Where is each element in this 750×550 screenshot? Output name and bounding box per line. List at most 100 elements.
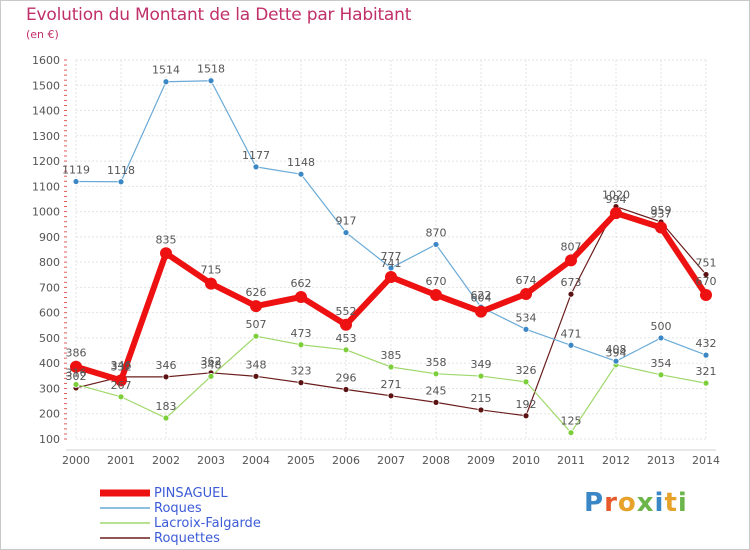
data-label: 1514 — [152, 64, 180, 77]
data-point — [252, 163, 260, 171]
data-point — [655, 221, 667, 234]
y-tick-label: 200 — [39, 408, 60, 421]
data-point — [522, 378, 530, 386]
data-point — [297, 379, 305, 387]
data-label: 323 — [291, 365, 312, 378]
data-point — [612, 357, 620, 365]
y-tick-label: 700 — [39, 281, 60, 294]
data-label: 348 — [201, 358, 222, 371]
data-label: 432 — [696, 337, 717, 350]
y-tick-label: 1600 — [32, 54, 60, 67]
data-point — [342, 229, 350, 236]
legend-label: Lacroix-Falgarde — [154, 516, 261, 531]
data-point — [297, 341, 305, 349]
data-label: 917 — [336, 215, 357, 228]
data-point — [115, 374, 127, 387]
data-point — [205, 277, 217, 290]
legend-label: Roquettes — [154, 531, 220, 546]
legend-label: PINSAGUEL — [154, 486, 228, 501]
proxiti-logo: Proxiti — [584, 488, 688, 518]
x-tick-label: 2000 — [62, 454, 90, 467]
x-tick-label: 2005 — [287, 454, 315, 467]
y-tick-label: 1400 — [32, 105, 60, 118]
data-label: 1148 — [287, 156, 315, 169]
data-label: 715 — [201, 264, 222, 277]
x-tick-label: 2014 — [692, 454, 720, 467]
data-label: 1020 — [602, 189, 630, 202]
data-point — [522, 412, 530, 420]
data-point — [387, 363, 395, 371]
data-label: 835 — [156, 233, 177, 246]
axis-layer: 1002003004005006007008009001000110012001… — [32, 54, 720, 467]
data-label: 626 — [246, 286, 267, 299]
data-label: 326 — [516, 364, 537, 377]
data-label: 348 — [246, 358, 267, 371]
data-label: 1119 — [62, 164, 90, 177]
x-tick-label: 2006 — [332, 454, 360, 467]
data-label: 394 — [606, 347, 627, 360]
x-tick-label: 2011 — [557, 454, 585, 467]
data-label: 332 — [111, 360, 132, 373]
data-point — [610, 207, 622, 220]
x-tick-label: 2012 — [602, 454, 630, 467]
data-point — [207, 77, 215, 85]
data-point — [702, 379, 710, 387]
data-label: 673 — [561, 276, 582, 289]
data-label: 751 — [696, 257, 717, 270]
y-tick-label: 900 — [39, 231, 60, 244]
x-tick-label: 2008 — [422, 454, 450, 467]
data-label: 349 — [471, 358, 492, 371]
data-label: 741 — [381, 257, 402, 270]
data-label: 622 — [471, 289, 492, 302]
data-label: 807 — [561, 240, 582, 253]
y-tick-label: 1300 — [32, 130, 60, 143]
logo-letter: t — [664, 488, 678, 518]
y-tick-label: 400 — [39, 357, 60, 370]
data-point — [702, 351, 710, 359]
data-label: 386 — [66, 347, 87, 360]
data-label: 674 — [516, 274, 537, 287]
data-label: 604 — [471, 292, 492, 305]
data-point — [297, 170, 305, 178]
data-point — [72, 178, 80, 185]
data-point — [207, 372, 215, 380]
series-pinsaguel — [70, 207, 712, 387]
data-point — [160, 247, 172, 260]
logo-letter: i — [677, 488, 688, 518]
data-label: 870 — [426, 226, 447, 239]
data-label: 192 — [516, 398, 537, 411]
logo-letter: x — [636, 488, 655, 518]
logo-letter: r — [604, 488, 618, 518]
data-label: 271 — [381, 378, 402, 391]
logo-letter: i — [654, 488, 665, 518]
data-label: 358 — [426, 356, 447, 369]
x-tick-label: 2003 — [197, 454, 225, 467]
x-tick-label: 2009 — [467, 454, 495, 467]
x-tick-label: 2010 — [512, 454, 540, 467]
y-tick-label: 800 — [39, 256, 60, 269]
data-label: 1177 — [242, 149, 270, 162]
data-point — [250, 300, 262, 313]
data-point — [432, 241, 440, 248]
data-label: 408 — [606, 343, 627, 356]
data-point — [295, 291, 307, 304]
data-point — [567, 341, 575, 349]
data-point — [430, 288, 442, 301]
logo-letter: P — [584, 488, 605, 518]
data-label: 552 — [336, 305, 357, 318]
data-label: 316 — [66, 366, 87, 379]
data-label: 500 — [651, 320, 672, 333]
data-point — [342, 386, 350, 393]
data-label: 453 — [336, 332, 357, 345]
data-point — [567, 290, 575, 298]
data-point — [72, 381, 80, 388]
series-lacroix-falgarde — [72, 332, 710, 437]
chart-title: Evolution du Montant de la Dette par Hab… — [26, 5, 412, 25]
data-label: 267 — [111, 379, 132, 392]
data-label: 321 — [696, 365, 717, 378]
x-tick-label: 2004 — [242, 454, 270, 467]
